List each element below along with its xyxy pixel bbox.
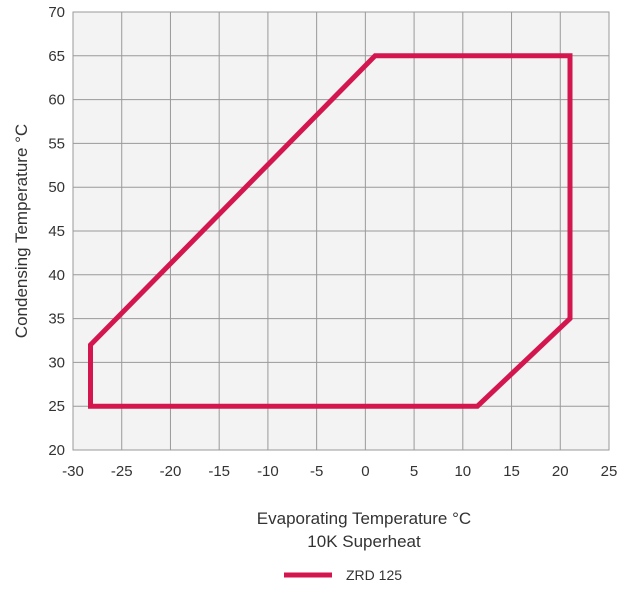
y-tick-label: 70 bbox=[48, 4, 65, 21]
series-layer bbox=[88, 53, 573, 409]
x-tick-label: -5 bbox=[310, 463, 323, 480]
x-axis-subtitle: 10K Superheat bbox=[307, 532, 421, 551]
y-tick-label: 35 bbox=[48, 311, 65, 328]
legend-label-zrd-125: ZRD 125 bbox=[346, 567, 402, 583]
y-axis-title: Condensing Temperature °C bbox=[12, 124, 31, 338]
y-tick-label: 50 bbox=[48, 179, 65, 196]
y-tick-label: 20 bbox=[48, 442, 65, 459]
y-tick-label: 55 bbox=[48, 135, 65, 152]
x-tick-label: 25 bbox=[601, 463, 618, 480]
x-tick-label: -15 bbox=[208, 463, 230, 480]
x-tick-label: 10 bbox=[454, 463, 471, 480]
y-tick-label: 60 bbox=[48, 92, 65, 109]
legend: ZRD 125 bbox=[284, 567, 402, 583]
x-tick-label: 5 bbox=[410, 463, 418, 480]
y-tick-label: 25 bbox=[48, 398, 65, 415]
x-tick-label: 0 bbox=[361, 463, 369, 480]
y-tick-label: 40 bbox=[48, 267, 65, 284]
y-tick-label: 30 bbox=[48, 354, 65, 371]
x-tick-label: -10 bbox=[257, 463, 279, 480]
y-tick-label: 65 bbox=[48, 48, 65, 65]
x-tick-label: -25 bbox=[111, 463, 133, 480]
x-tick-label: -20 bbox=[160, 463, 182, 480]
x-tick-label: 20 bbox=[552, 463, 569, 480]
x-tick-label: 15 bbox=[503, 463, 520, 480]
series-line-0 bbox=[88, 53, 573, 409]
x-tick-labels: -30 -25 -20 -15 -10 -5 0 5 10 15 20 25 bbox=[62, 463, 617, 480]
y-tick-labels: 20 25 30 35 40 45 50 55 60 65 70 bbox=[48, 4, 65, 459]
x-tick-label: -30 bbox=[62, 463, 84, 480]
x-axis-title: Evaporating Temperature °C bbox=[257, 509, 471, 528]
y-tick-label: 45 bbox=[48, 223, 65, 240]
